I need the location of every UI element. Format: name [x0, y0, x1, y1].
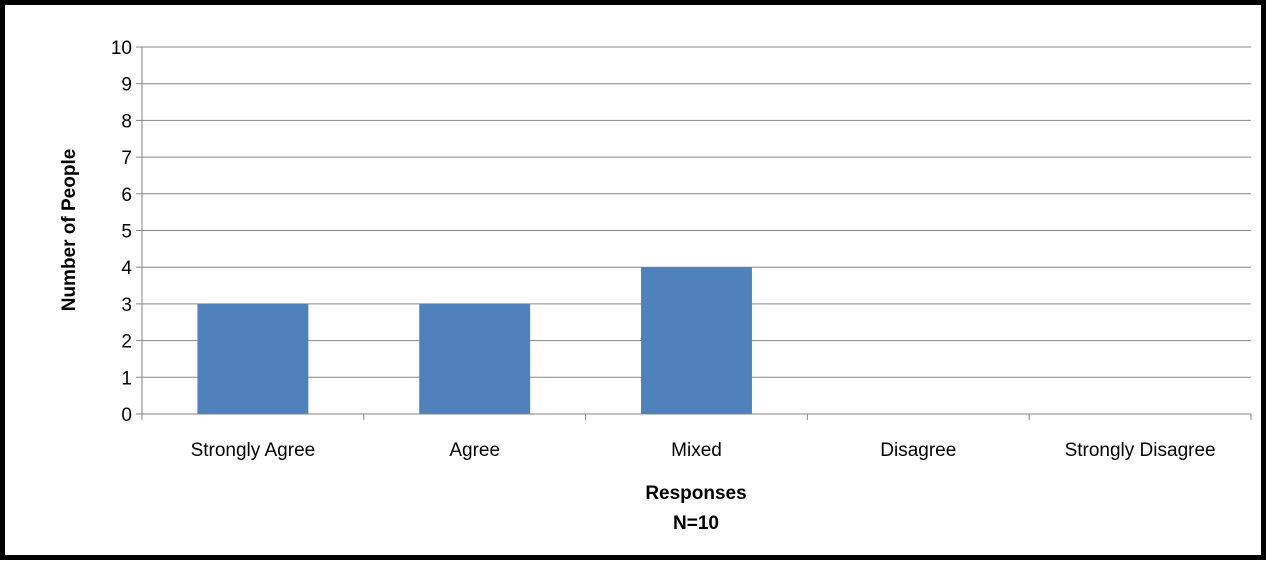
- x-tick-label: Strongly Disagree: [1065, 440, 1216, 461]
- x-axis-title: Responses: [645, 483, 746, 504]
- x-axis-sample-size: N=10: [673, 513, 719, 534]
- y-tick-label: 4: [121, 258, 132, 279]
- x-tick-label: Mixed: [671, 440, 722, 461]
- y-tick-labels: 0 1 2 3 4 5 6 7 8 9 10: [111, 38, 133, 426]
- x-tick-labels: Strongly Agree Agree Mixed Disagree Strongly…: [191, 440, 1216, 461]
- bar-agree: [419, 303, 531, 414]
- x-tick-label: Disagree: [880, 440, 956, 461]
- bar-chart: 0 1 2 3 4 5 6 7 8 9 10 Strongly Agree Agree Mixed Dis…: [59, 38, 1252, 534]
- bars: [197, 267, 752, 414]
- x-tick-label: Agree: [449, 440, 500, 461]
- y-axis-title: Number of People: [59, 149, 80, 312]
- y-tick-label: 2: [121, 332, 132, 353]
- y-tick-label: 5: [121, 222, 132, 243]
- axes: [136, 46, 1252, 420]
- y-tick-label: 0: [121, 405, 132, 426]
- gridlines: [142, 46, 1251, 378]
- y-tick-label: 1: [121, 368, 132, 389]
- x-tick-label: Strongly Agree: [191, 440, 316, 461]
- y-tick-label: 3: [121, 295, 132, 316]
- y-tick-label: 10: [111, 38, 132, 59]
- bar-mixed: [641, 267, 752, 414]
- y-tick-label: 7: [121, 148, 132, 169]
- y-tick-label: 9: [121, 75, 132, 96]
- y-tick-label: 8: [121, 111, 132, 132]
- bar-strongly-agree: [197, 303, 309, 414]
- y-tick-label: 6: [121, 185, 132, 206]
